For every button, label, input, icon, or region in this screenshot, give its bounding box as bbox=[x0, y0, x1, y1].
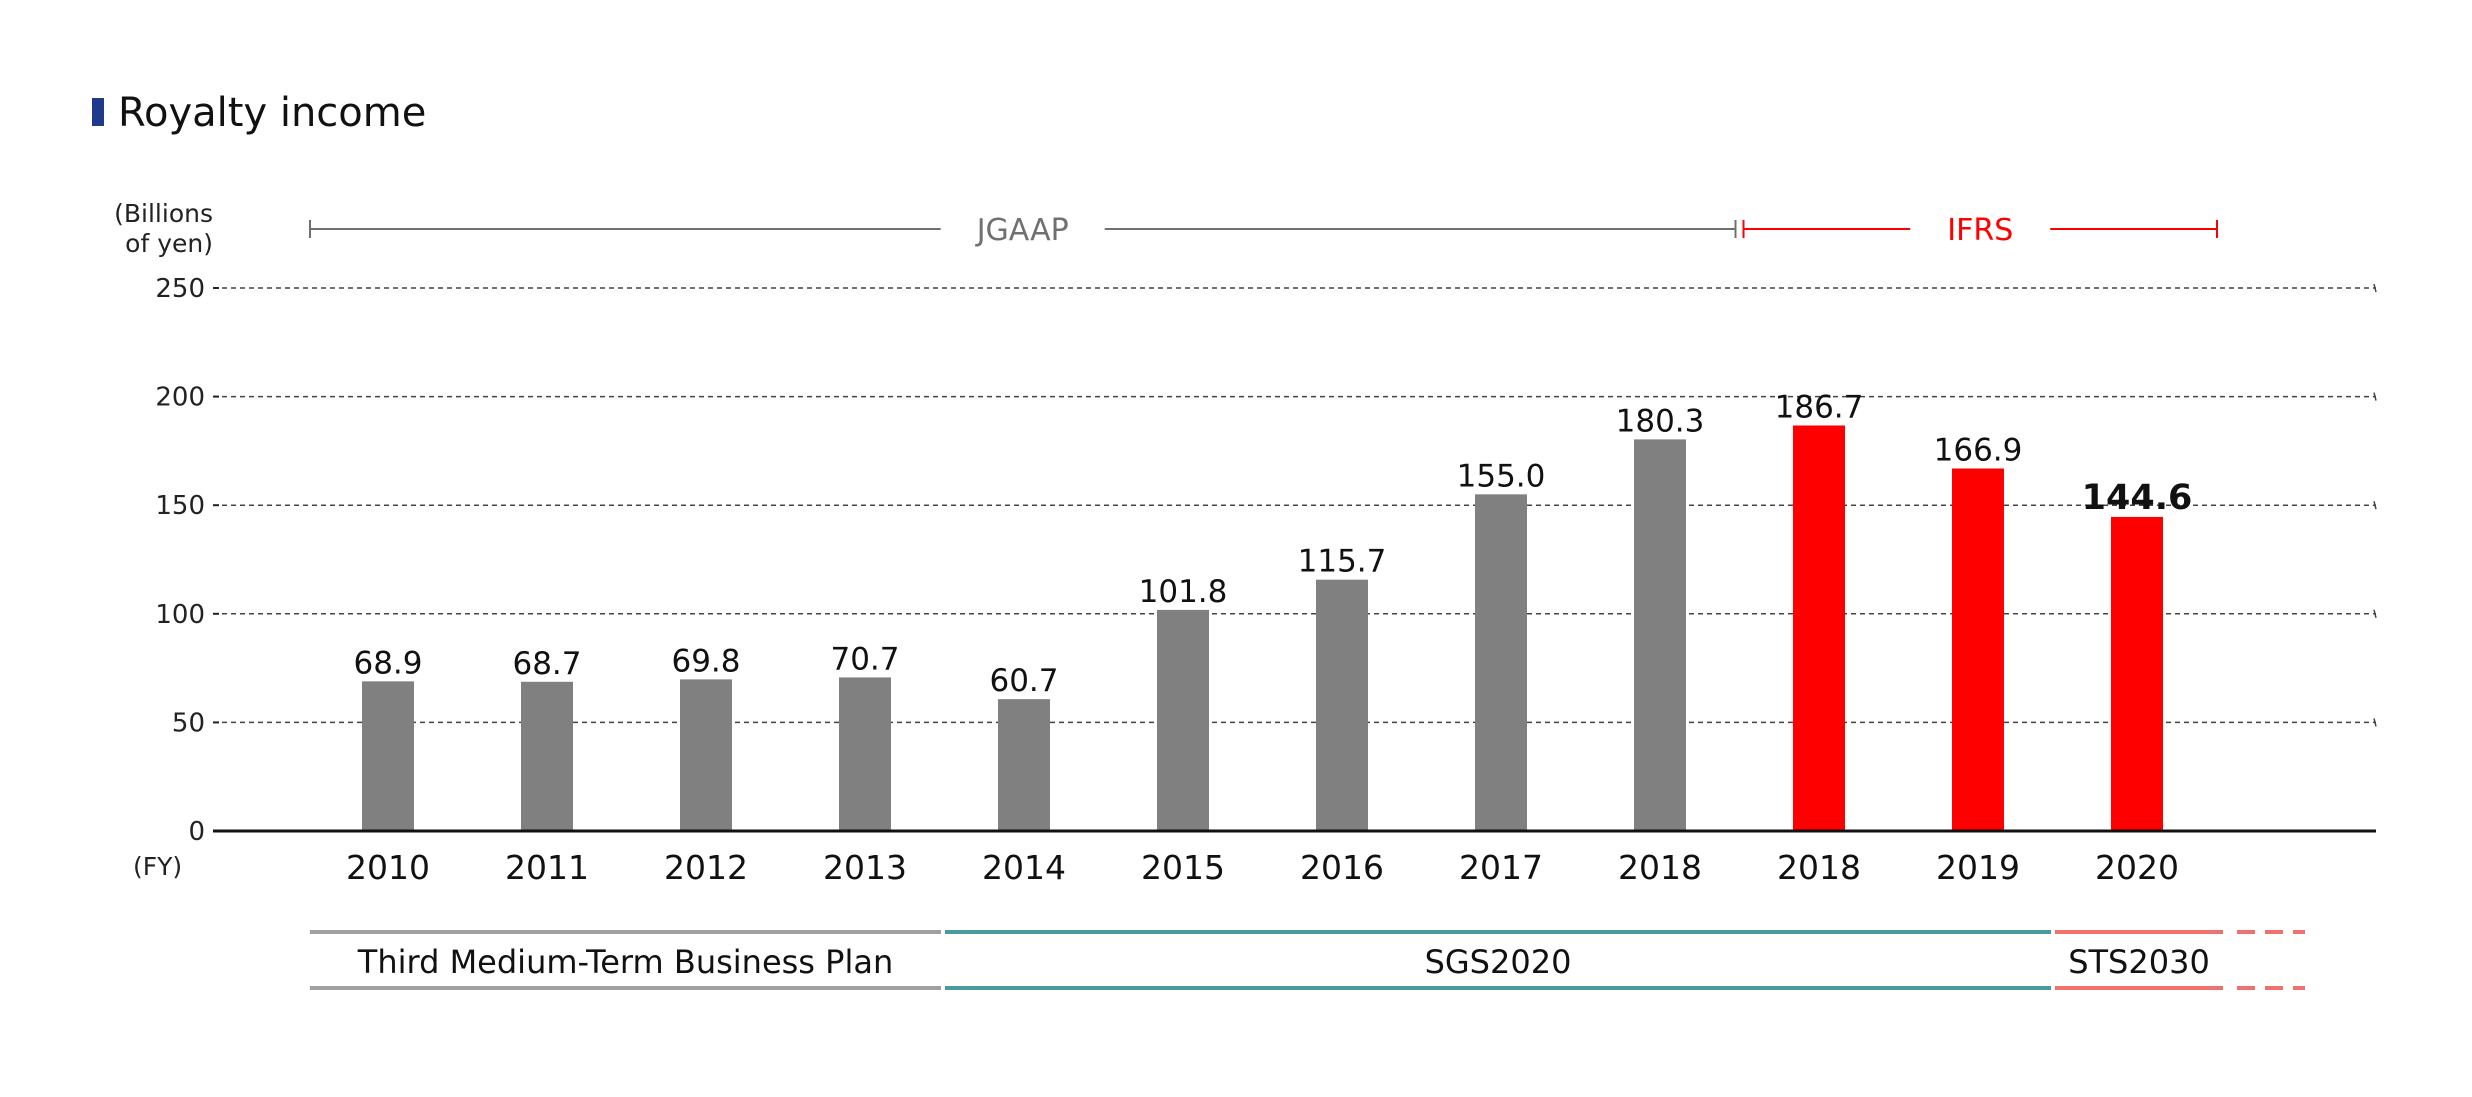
plan-label: SGS2020 bbox=[1425, 943, 1572, 981]
bar-value-label: 68.9 bbox=[353, 645, 422, 681]
bar-value-label: 69.8 bbox=[671, 643, 740, 679]
bar-value-label: 68.7 bbox=[512, 646, 581, 682]
y-tick-label: 100 bbox=[155, 600, 205, 630]
x-tick-label: 2015 bbox=[1141, 848, 1225, 887]
x-tick-label: 2018 bbox=[1618, 848, 1702, 887]
y-tick-label: 250 bbox=[155, 274, 205, 304]
grid-layer: 0 50 100 150 200 250 bbox=[155, 274, 2377, 847]
standard-label: IFRS bbox=[1947, 213, 2013, 248]
bar bbox=[362, 681, 414, 831]
bar bbox=[680, 679, 732, 831]
x-tick-labels-layer: 2010 2011 2012 2013 2014 2015 2016 2017 2018 2018… bbox=[346, 848, 2179, 887]
plan-label: Third Medium-Term Business Plan bbox=[357, 943, 893, 981]
x-axis-unit-label: (FY) bbox=[133, 852, 182, 881]
bar bbox=[1316, 579, 1368, 831]
bars-layer bbox=[362, 425, 2163, 831]
bar bbox=[998, 699, 1050, 831]
business-plans-layer: Third Medium-Term Business Plan SGS2020 ST… bbox=[310, 930, 2305, 990]
y-axis-unit-line2: of yen) bbox=[125, 229, 213, 258]
bar-value-label: 60.7 bbox=[989, 663, 1058, 699]
gridline-end-tick bbox=[2373, 283, 2377, 293]
gridline-end-tick bbox=[2373, 501, 2377, 510]
gridline-end-tick bbox=[2373, 609, 2377, 618]
bar-value-label: 155.0 bbox=[1457, 458, 1546, 494]
bar-value-label: 186.7 bbox=[1775, 389, 1864, 425]
x-tick-label: 2019 bbox=[1936, 848, 2020, 887]
bar bbox=[839, 677, 891, 831]
bar bbox=[1157, 609, 1209, 831]
bar-value-label: 166.9 bbox=[1934, 432, 2023, 468]
value-labels-layer: 68.9 68.7 69.8 70.7 60.7 101.8 115.7 155.0 180.3… bbox=[353, 389, 2192, 699]
x-tick-label: 2014 bbox=[982, 848, 1066, 887]
x-tick-label: 2011 bbox=[505, 848, 589, 887]
accounting-standards-layer: JGAAP IFRS bbox=[309, 213, 2218, 248]
x-tick-label: 2016 bbox=[1300, 848, 1384, 887]
x-tick-label: 2017 bbox=[1459, 848, 1543, 887]
y-tick-label: 0 bbox=[188, 817, 205, 847]
x-tick-label: 2018 bbox=[1777, 848, 1861, 887]
bar bbox=[2111, 516, 2163, 831]
gridline-end-tick bbox=[2373, 718, 2377, 727]
x-tick-label: 2013 bbox=[823, 848, 907, 887]
bar bbox=[1475, 494, 1527, 831]
bar-value-label: 70.7 bbox=[830, 641, 899, 677]
y-tick-label: 50 bbox=[172, 708, 205, 738]
x-tick-label: 2012 bbox=[664, 848, 748, 887]
title-marker bbox=[92, 98, 104, 126]
bar-value-label: 144.6 bbox=[2082, 478, 2193, 518]
chart-title: Royalty income bbox=[118, 90, 426, 136]
bar bbox=[1793, 425, 1845, 831]
bar-value-label: 101.8 bbox=[1139, 574, 1228, 610]
bar bbox=[1634, 439, 1686, 831]
bar bbox=[1952, 468, 2004, 831]
y-tick-label: 200 bbox=[155, 383, 205, 413]
x-tick-label: 2010 bbox=[346, 848, 430, 887]
bar-value-label: 115.7 bbox=[1298, 544, 1387, 580]
plan-label: STS2030 bbox=[2068, 943, 2210, 981]
standard-label: JGAAP bbox=[975, 213, 1069, 248]
y-tick-label: 150 bbox=[155, 491, 205, 521]
y-axis-unit-line1: (Billions bbox=[114, 199, 213, 228]
bar bbox=[521, 681, 573, 831]
gridline-end-tick bbox=[2373, 392, 2377, 401]
bar-value-label: 180.3 bbox=[1616, 403, 1705, 439]
x-tick-label: 2020 bbox=[2095, 848, 2179, 887]
